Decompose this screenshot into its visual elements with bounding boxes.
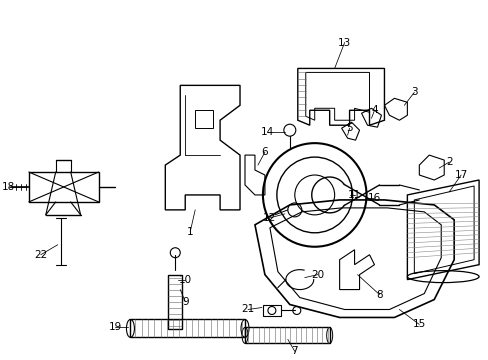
Text: 18: 18: [2, 182, 16, 192]
Text: 6: 6: [261, 147, 268, 157]
Text: 7: 7: [291, 346, 298, 356]
Text: 14: 14: [261, 127, 274, 137]
Text: 13: 13: [337, 37, 350, 48]
Text: 3: 3: [410, 87, 417, 97]
Text: 9: 9: [182, 297, 188, 306]
Bar: [195, 110, 213, 128]
Text: 4: 4: [370, 105, 377, 115]
Bar: [244, 328, 329, 343]
Bar: [29, 172, 99, 202]
Text: 15: 15: [412, 319, 425, 329]
Text: 2: 2: [445, 157, 451, 167]
Text: 8: 8: [375, 289, 382, 300]
Text: 1: 1: [186, 227, 193, 237]
Bar: [263, 305, 280, 316]
Text: 12: 12: [263, 213, 276, 223]
Text: 10: 10: [178, 275, 191, 285]
Text: 22: 22: [34, 250, 47, 260]
Text: 16: 16: [367, 193, 380, 203]
Bar: [130, 319, 244, 337]
Text: 20: 20: [310, 270, 324, 280]
Text: 21: 21: [241, 305, 254, 315]
Text: 17: 17: [454, 170, 467, 180]
Text: 19: 19: [109, 323, 122, 332]
Text: 11: 11: [347, 190, 361, 200]
Text: 5: 5: [346, 123, 352, 133]
Bar: [168, 275, 182, 329]
